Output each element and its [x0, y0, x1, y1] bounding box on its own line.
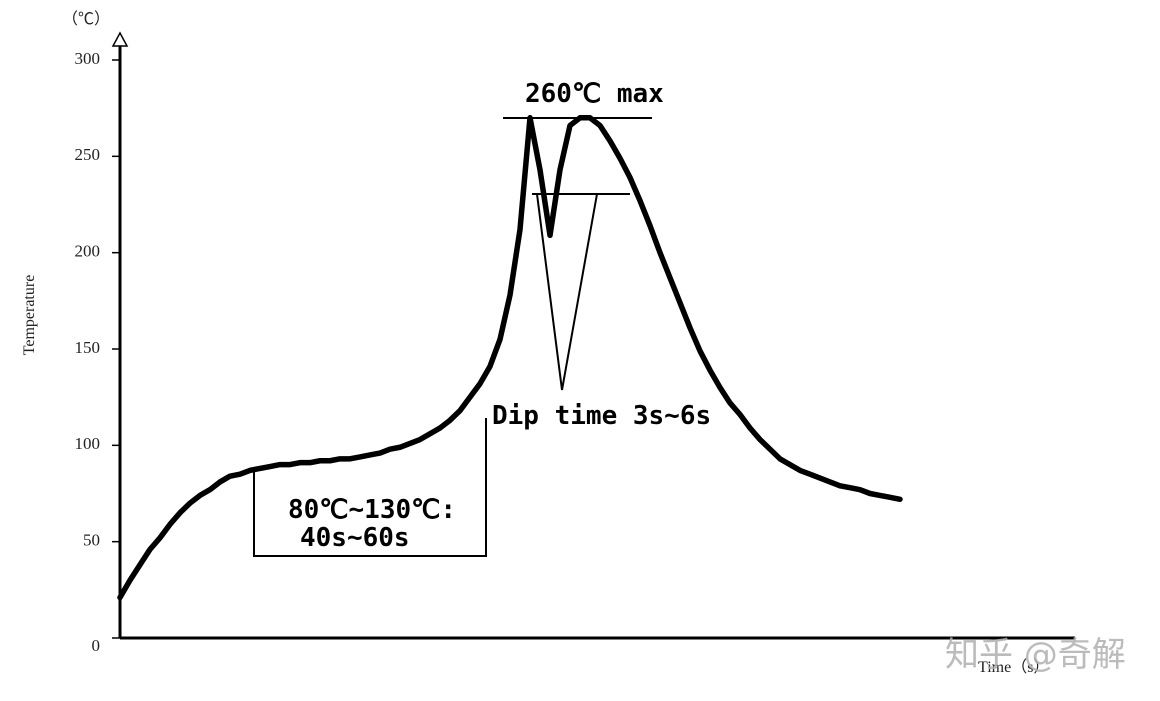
- watermark: 知乎 @奇解: [945, 635, 1126, 675]
- annotation: 260℃ max: [525, 79, 664, 109]
- y-tick-label: 200: [75, 242, 101, 261]
- y-axis-arrow: [111, 31, 129, 47]
- y-unit: （℃）: [62, 10, 110, 28]
- y-tick-label: 50: [83, 531, 100, 550]
- y-tick-label: 0: [92, 636, 101, 655]
- dip-pointer: [536, 193, 598, 391]
- annotation: 40s~60s: [300, 523, 410, 553]
- annotation: Dip time 3s~6s: [492, 401, 711, 431]
- y-tick-label: 150: [75, 338, 101, 357]
- temperature-curve: [117, 115, 903, 601]
- x-axis-label: Time（s）: [978, 658, 1049, 676]
- y-tick-label: 250: [75, 145, 101, 164]
- annotation: 80℃~130℃:: [288, 495, 456, 525]
- y-tick-label: 100: [75, 434, 101, 453]
- y-axis-label: Temperature: [21, 275, 38, 356]
- y-tick-label: 300: [75, 49, 101, 68]
